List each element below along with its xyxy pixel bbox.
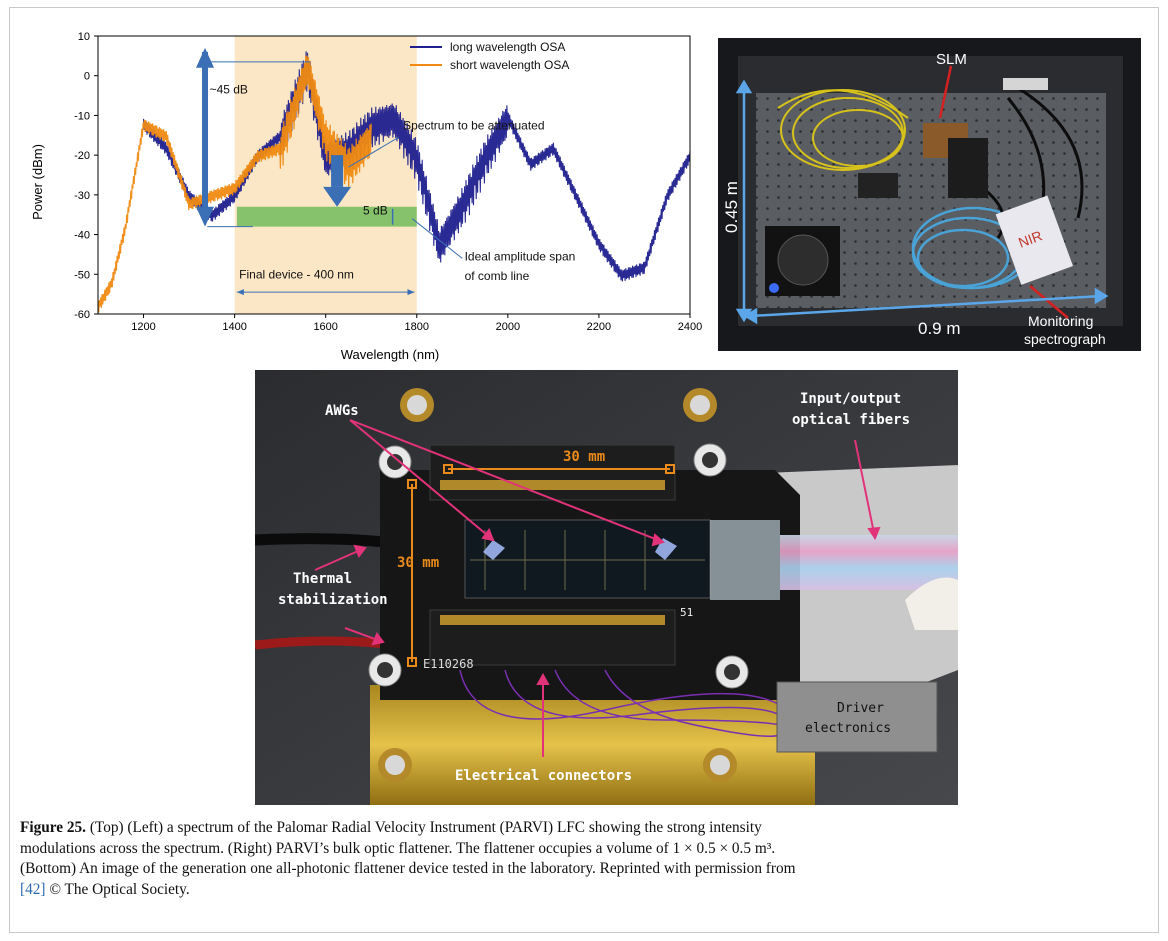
series-line-long <box>142 51 691 282</box>
x-tick-label: 1600 <box>313 321 337 333</box>
bulk-flattener-photo: NIR SLM 0.45 m 0.9 m Monitoring spectrog… <box>718 38 1141 351</box>
attenuate-arrow <box>331 155 344 187</box>
five-db-label: 5 dB <box>363 204 388 218</box>
spectrograph-arrow <box>1029 285 1069 319</box>
monitoring-label-line2: spectrograph <box>1024 331 1106 347</box>
x-tick-label: 1200 <box>131 321 155 333</box>
reference-link[interactable]: [42] <box>20 880 46 898</box>
ideal-span-label-line2: of comb line <box>465 269 530 283</box>
driver-label-line1: Driver <box>837 701 884 716</box>
legend-label: short wavelength OSA <box>450 58 569 72</box>
plot-area <box>97 36 691 314</box>
top-connector <box>429 444 676 501</box>
size-label-vertical: 30 mm <box>397 555 439 571</box>
size-label-horizontal: 30 mm <box>563 449 605 465</box>
chip-id-label: E110268 <box>423 657 474 671</box>
caption-line-2: modulations across the spectrum. (Right)… <box>20 839 776 857</box>
driver-electronics-box <box>776 681 938 753</box>
driver-wires <box>459 669 781 737</box>
x-tick-label: 2000 <box>496 321 520 333</box>
awg-1 <box>483 540 505 560</box>
annotations-layer: ~45 dB Spectrum to be attenuated 5 dB Ideal… <box>196 47 576 296</box>
x-axis-title: Wavelength (nm) <box>341 347 440 362</box>
x-tick-label: 1800 <box>405 321 429 333</box>
width-dimension-label: 0.9 m <box>918 319 961 338</box>
range-label: ~45 dB <box>210 83 248 97</box>
ideal-span-leader <box>411 218 463 259</box>
figure-label: Figure 25. <box>20 819 86 836</box>
y-axis-title: Power (dBm) <box>30 144 45 220</box>
range-arrow-head-top <box>196 47 215 68</box>
legend-label: long wavelength OSA <box>450 40 565 54</box>
y-tick-label: -10 <box>74 110 90 122</box>
final-device-arrow-right <box>407 289 415 296</box>
monitoring-spectrograph-box <box>995 195 1073 285</box>
x-tick-label: 2200 <box>587 321 611 333</box>
awgs-label: AWGs <box>325 403 359 419</box>
fibers-label-line2: optical fibers <box>792 412 910 428</box>
size-markers <box>407 464 675 667</box>
series-line-short <box>97 55 372 313</box>
fibers-label-line1: Input/output <box>800 391 901 407</box>
driver-label-line2: electronics <box>805 721 891 736</box>
y-tick-label: 10 <box>78 31 90 43</box>
range-arrow-head-bottom <box>196 206 215 227</box>
thermal-label-line1: Thermal <box>293 571 352 587</box>
highlight-band <box>234 36 417 314</box>
height-dimension-label: 0.45 m <box>722 181 741 233</box>
optical-fibers <box>780 535 958 590</box>
pin-label: 51 <box>680 606 693 619</box>
gold-base <box>370 685 815 805</box>
monitoring-label-line1: Monitoring <box>1028 313 1093 329</box>
y-tick-label: -20 <box>74 150 90 162</box>
y-tick-label: -30 <box>74 190 90 202</box>
photonic-flattener-photo: AWGs Input/output optical fibers Thermal… <box>255 370 958 805</box>
fiber-block <box>710 520 780 600</box>
caption-line-3: (Bottom) An image of the generation one … <box>20 860 796 877</box>
attenuate-leader <box>348 136 399 168</box>
figure-frame <box>9 7 1159 933</box>
electrical-connectors-label: Electrical connectors <box>455 768 632 784</box>
caption-line-4: © The Optical Society. <box>45 880 190 898</box>
fiber-coils <box>777 89 909 171</box>
final-device-arrow-left <box>236 289 244 296</box>
dimension-arrows <box>735 79 1109 325</box>
thermal-label-line2: stabilization <box>278 592 388 608</box>
axes: 1200 1400 1600 1800 2000 2200 2400 10 0 -10 -20 -30… <box>74 31 702 333</box>
chip-traces <box>470 530 705 590</box>
slm-arrow <box>938 65 953 119</box>
ideal-span-label-line1: Ideal amplitude span <box>465 249 576 263</box>
svg-text:NIR: NIR <box>1016 227 1044 250</box>
y-tick-label: -50 <box>74 269 90 281</box>
axes-frame <box>97 35 691 315</box>
figure-caption: Figure 25. (Top) (Left) a spectrum of th… <box>20 818 1145 900</box>
x-tick-label: 2400 <box>678 321 702 333</box>
target-amplitude-band <box>236 206 417 227</box>
x-tick-label: 1400 <box>222 321 246 333</box>
final-device-label: Final device - 400 nm <box>239 267 354 281</box>
legend: long wavelength OSA short wavelength OSA <box>410 40 569 72</box>
caption-line-1: (Top) (Left) a spectrum of the Palomar R… <box>86 819 762 836</box>
photonic-chip <box>464 519 711 599</box>
slm-label: SLM <box>936 51 967 68</box>
spectrum-chart: 1200 1400 1600 1800 2000 2200 2400 10 0 -10 -20 -30… <box>30 31 702 362</box>
mount-screws <box>368 388 749 782</box>
annotation-arrows <box>314 419 881 757</box>
attenuate-label: Spectrum to be attenuated <box>403 118 544 132</box>
y-tick-label: -40 <box>74 230 90 242</box>
y-tick-label: 0 <box>84 71 90 83</box>
y-tick-label: -60 <box>74 309 90 321</box>
attenuate-arrow-head <box>323 186 352 207</box>
